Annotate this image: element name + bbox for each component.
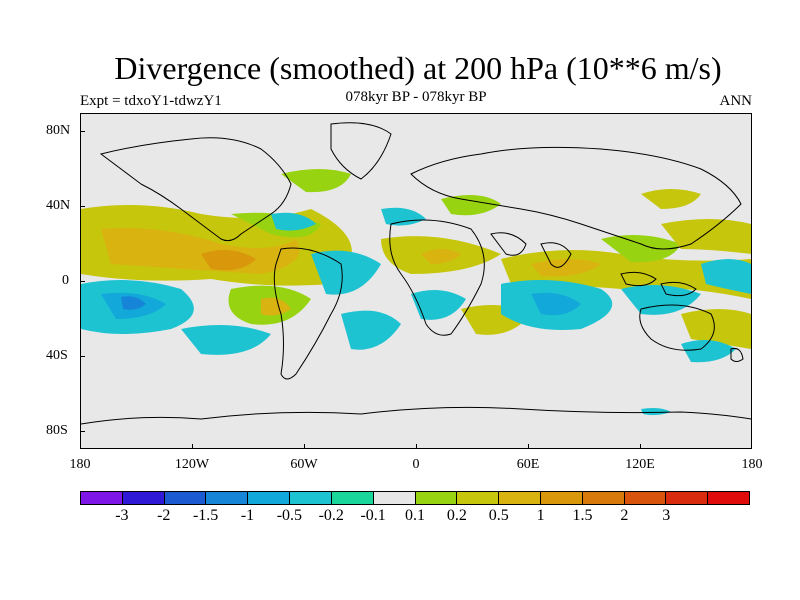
lat-tick [80,131,85,132]
colorbar-label: -0.2 [318,507,344,524]
colorbar-swatch [81,492,123,504]
season-label: ANN [719,93,753,109]
lat-tick [80,356,85,357]
lat-tick [80,206,85,207]
colorbar-label: 0.2 [446,507,467,524]
colorbar-swatch [415,492,458,504]
lon-tick [640,444,641,449]
colorbar-swatch [708,492,749,504]
lon-label: 180 [69,457,91,472]
lon-label: 120E [625,457,655,472]
colorbar-label: 1 [536,507,545,524]
divergence-field [81,169,751,416]
colorbar-label: 0.1 [405,507,425,524]
colorbar-label: -1 [240,507,255,524]
lat-label: 80N [46,123,71,138]
colorbar-label: -1.5 [192,507,219,524]
colorbar-swatch [164,492,207,504]
lon-tick [304,444,305,449]
lon-label: 120W [174,457,210,472]
lat-label: 40N [46,198,71,213]
colorbar-swatch [331,492,374,504]
lat-label: 80S [46,423,68,438]
map-field [81,122,751,425]
colorbar-label: -0.5 [276,507,303,524]
colorbar-label: 2 [620,507,629,524]
colorbar-swatch [122,492,165,504]
lon-tick [416,444,417,449]
colorbar-swatch [540,492,583,504]
coastlines [81,122,751,425]
colorbar-swatch [373,492,416,504]
colorbar-label: -3 [115,507,129,524]
colorbar-swatch [248,492,291,504]
lat-tick [80,431,85,432]
experiment-label: Expt = tdxoY1-tdwzY1 [80,93,222,109]
colorbar-label: -2 [157,507,171,524]
colorbar-swatch [206,492,249,504]
lat-label: 0 [62,273,69,288]
lat-tick [80,281,85,282]
lon-tick [528,444,529,449]
chart-title: Divergence (smoothed) at 200 hPa (10**6 … [114,50,722,86]
colorbar-swatch [624,492,667,504]
lat-label: 40S [46,348,68,363]
colorbar-swatch [290,492,332,504]
colorbar-label: 0.5 [488,507,509,524]
lon-label: 60W [290,457,318,472]
chart-subtitle: 078kyr BP - 078kyr BP [345,89,487,105]
colorbar-swatch [582,492,625,504]
lon-label: 60E [516,457,540,472]
colorbar [80,491,750,505]
colorbar-label: -0.1 [360,507,386,524]
colorbar-swatch [499,492,541,504]
map-plot-area [80,113,752,449]
lon-label: 0 [412,457,420,472]
colorbar-swatch [666,492,709,504]
colorbar-label: 1.5 [572,507,593,524]
lon-label: 180 [741,457,763,472]
lon-tick [192,444,193,449]
colorbar-swatch [457,492,500,504]
colorbar-label: 3 [662,507,671,524]
